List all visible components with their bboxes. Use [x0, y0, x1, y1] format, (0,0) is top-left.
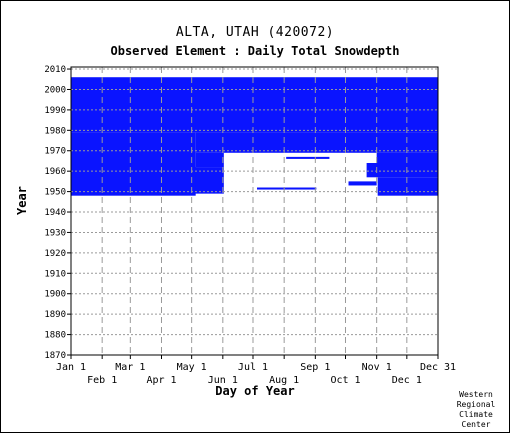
axes-frame — [70, 66, 439, 356]
data-block — [71, 132, 196, 196]
y-tick-label: 2010 — [44, 65, 66, 75]
x-tick-label: Aug 1 — [269, 375, 299, 386]
y-tick-label: 1910 — [44, 269, 66, 279]
chart-subtitle: Observed Element : Daily Total Snowdepth — [110, 44, 400, 58]
data-block — [348, 181, 377, 186]
x-tick-label: Jul 1 — [238, 362, 268, 373]
y-tick-label: 1870 — [44, 351, 66, 361]
y-tick-label: 1880 — [44, 331, 66, 341]
data-block — [376, 152, 438, 163]
y-tick-label: 1980 — [44, 126, 66, 136]
data-block — [257, 187, 317, 190]
x-tick-label: Sep 1 — [300, 362, 330, 373]
y-tick-label: 1890 — [44, 310, 66, 320]
data-block — [286, 156, 330, 159]
y-tick-label: 1930 — [44, 228, 66, 238]
chart-title: ALTA, UTAH (420072) — [175, 25, 335, 40]
credit-line: Western — [459, 390, 493, 399]
credit-line: Regional — [456, 400, 496, 409]
x-tick-label: Dec 1 — [392, 375, 422, 386]
data-block — [195, 152, 224, 168]
data-block — [377, 177, 438, 196]
wrcc-credit: Western Regional Climate Center — [453, 390, 499, 430]
x-tick-label: Nov 1 — [362, 362, 392, 373]
y-tick-label: 2000 — [44, 85, 66, 95]
y-tick-label: 1940 — [44, 208, 66, 218]
y-tick-label: 1990 — [44, 106, 66, 116]
y-tick-label: 1900 — [44, 290, 66, 300]
x-tick-label: Oct 1 — [330, 375, 360, 386]
y-tick-label: 1950 — [44, 188, 66, 198]
x-tick-label: Feb 1 — [87, 375, 117, 386]
x-axis-label: Day of Year — [215, 384, 295, 398]
y-tick-label: 1970 — [44, 147, 66, 157]
x-tick-label: Mar 1 — [115, 362, 145, 373]
data-block — [71, 77, 438, 133]
y-tick-label: 1960 — [44, 167, 66, 177]
x-tick-label: Dec 31 — [420, 362, 456, 373]
y-tick-label: 1920 — [44, 249, 66, 259]
data-block — [366, 163, 438, 178]
x-tick-label: May 1 — [177, 362, 207, 373]
x-tick-label: Jun 1 — [208, 375, 238, 386]
credit-line: Climate — [459, 410, 493, 419]
credit-line: Center — [461, 420, 491, 429]
x-tick-label: Jan 1 — [56, 362, 86, 373]
y-axis-label: Year — [15, 186, 29, 215]
x-tick-label: Apr 1 — [146, 375, 176, 386]
data-block — [195, 132, 438, 153]
